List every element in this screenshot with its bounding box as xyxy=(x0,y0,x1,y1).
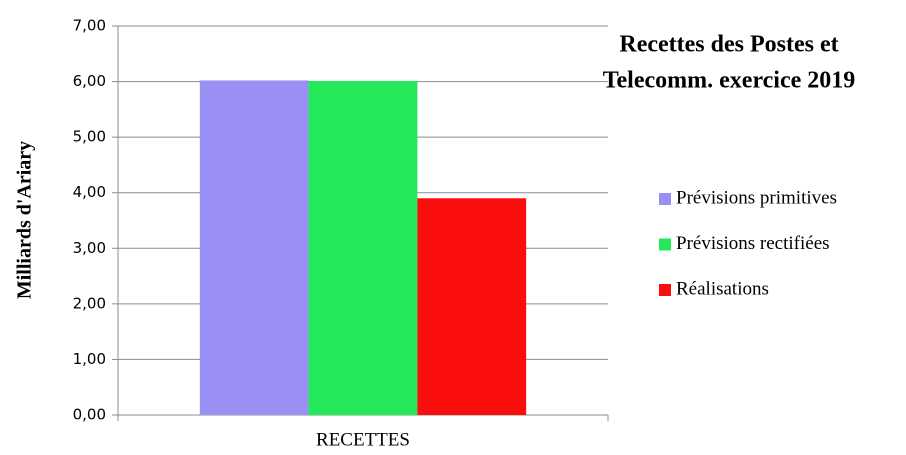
bar xyxy=(308,81,418,415)
chart-title: Recettes des Postes et xyxy=(619,32,838,58)
y-tick-label: 7,00 xyxy=(73,17,106,35)
y-axis-label: Milliards d'Ariary xyxy=(14,141,36,299)
y-tick-label: 0,00 xyxy=(73,406,106,424)
y-tick-label: 2,00 xyxy=(73,294,106,312)
y-tick-label: 1,00 xyxy=(73,350,106,368)
legend-label: Prévisions primitives xyxy=(676,187,837,208)
bar xyxy=(417,198,527,415)
y-tick-label: 5,00 xyxy=(73,128,106,146)
legend-label: Prévisions rectifiées xyxy=(676,233,830,254)
legend-swatch xyxy=(659,238,671,251)
y-tick-label: 6,00 xyxy=(73,72,106,90)
legend-swatch xyxy=(659,284,671,296)
chart-title: Telecomm. exercice 2019 xyxy=(603,68,856,94)
bar xyxy=(199,80,309,416)
y-tick-label: 4,00 xyxy=(73,183,106,201)
legend-swatch xyxy=(659,193,671,205)
legend-label: Réalisations xyxy=(676,278,769,299)
y-tick-label: 3,00 xyxy=(73,239,106,257)
x-tick-label: RECETTES xyxy=(316,429,410,450)
